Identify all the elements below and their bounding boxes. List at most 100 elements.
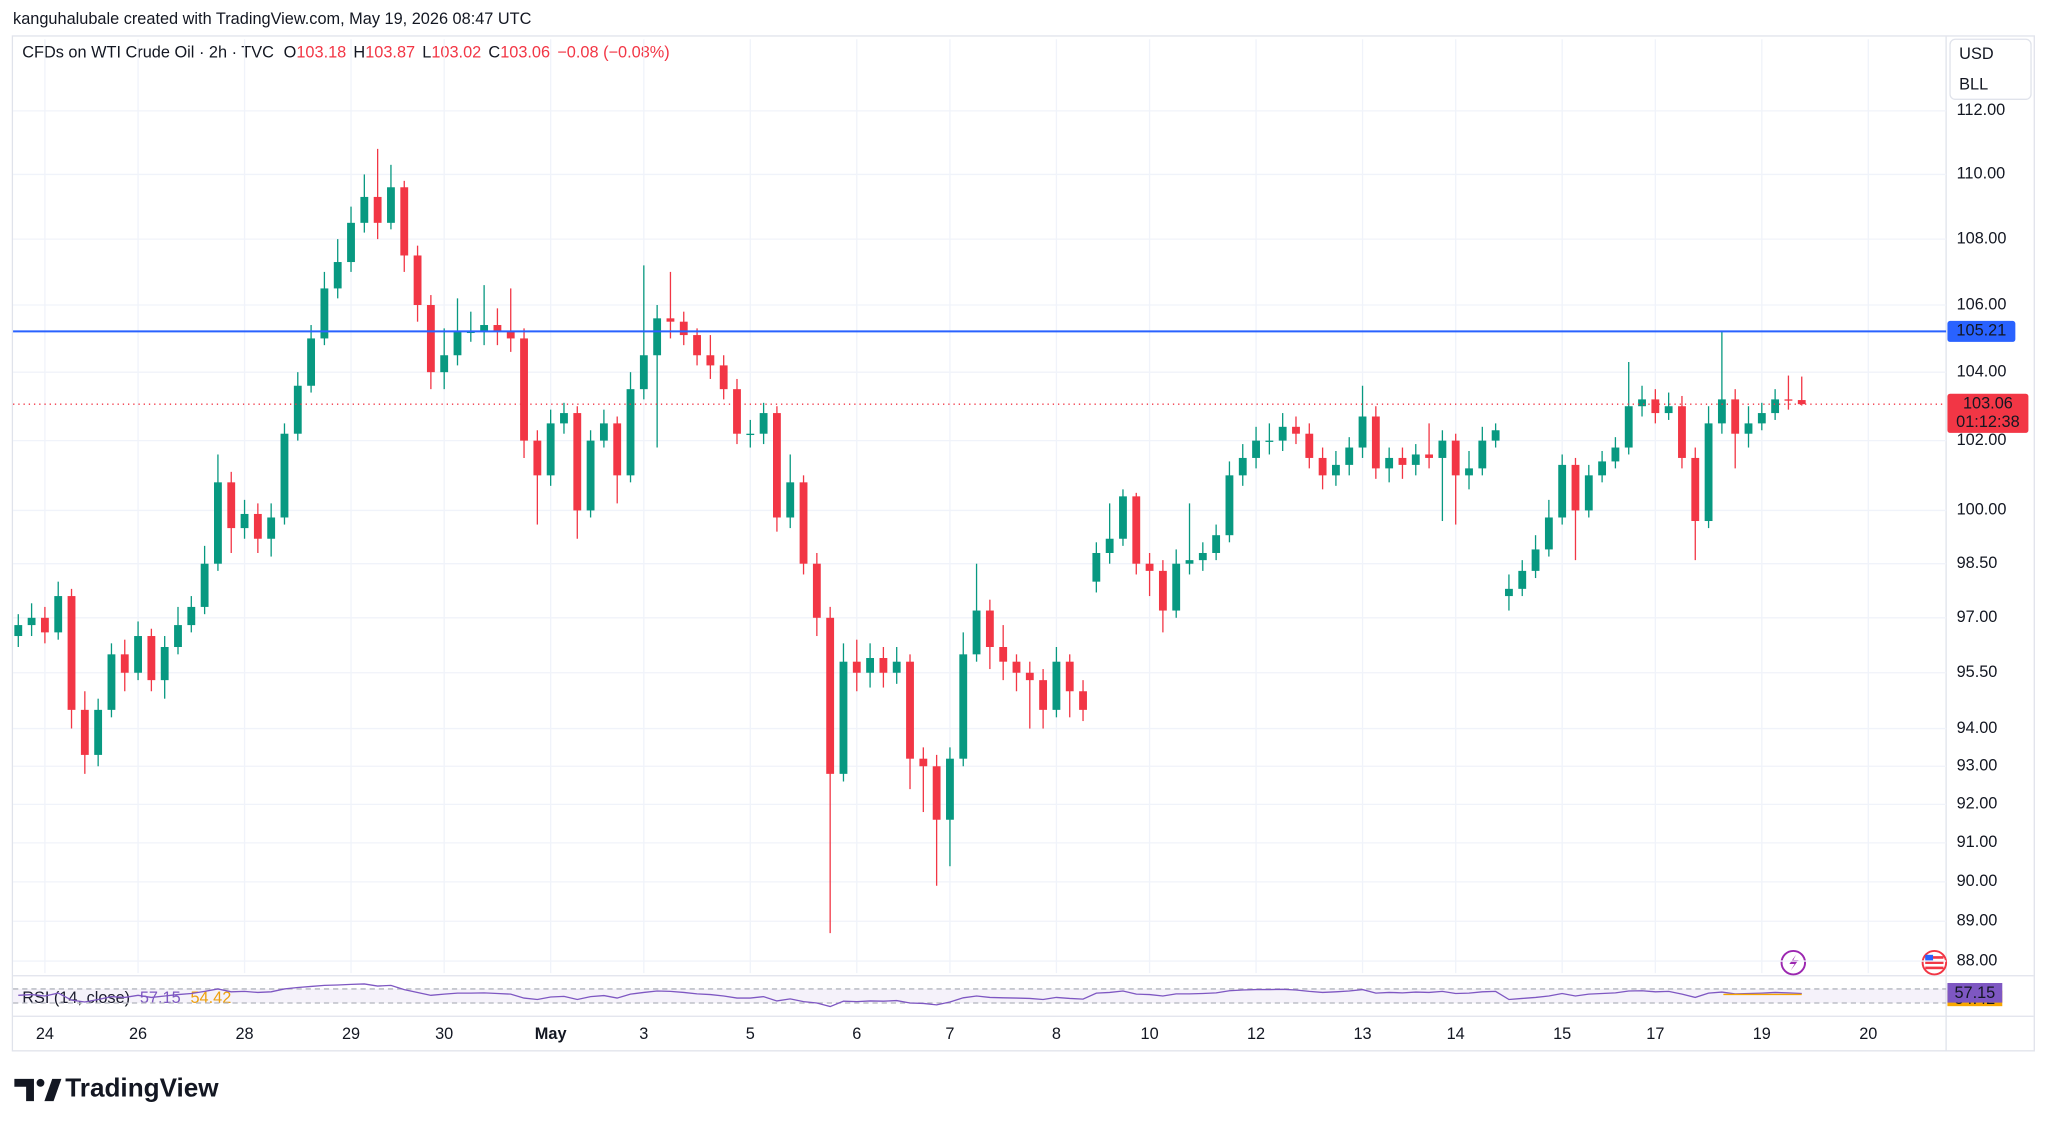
low-value: 103.02 [431, 44, 481, 62]
candle-body [1531, 549, 1540, 571]
candle-body [586, 440, 595, 511]
candle-body [1331, 464, 1340, 476]
rsi-line [18, 983, 1802, 1008]
candle-body [1664, 406, 1673, 414]
rsi-title: RSI (14, close) [22, 990, 130, 1008]
candle-body [1584, 475, 1593, 511]
candle-body [1145, 563, 1154, 571]
y-tick-label: 100.00 [1957, 501, 2007, 519]
candle-body [1025, 672, 1034, 681]
x-tick-label: May [535, 1025, 567, 1043]
candle-body [1358, 416, 1367, 448]
candle-body [1185, 560, 1194, 564]
x-tick-label: 8 [1052, 1025, 1061, 1043]
candle-body [1571, 464, 1580, 511]
unit: BLL [1959, 75, 1988, 93]
y-tick-label: 97.00 [1957, 608, 1998, 626]
frame [11, 35, 2035, 1052]
candle-body [1132, 496, 1141, 564]
unit-box [1949, 38, 2032, 100]
candle-body [493, 325, 502, 332]
candle-body [560, 413, 568, 424]
x-tick-label: 24 [36, 1025, 54, 1043]
open-value: 103.18 [296, 44, 346, 62]
candle-body [985, 610, 994, 648]
candle-body [599, 423, 608, 441]
high-label: H [353, 44, 365, 62]
candle-body [1558, 464, 1567, 518]
candle-body [1238, 457, 1247, 476]
x-tick-label: 29 [342, 1025, 360, 1043]
y-tick-label: 110.00 [1957, 165, 2006, 183]
change-pct: (−0.08%) [603, 44, 670, 62]
candle-body [1678, 406, 1686, 458]
y-tick-label: 90.00 [1957, 872, 1998, 890]
candle-body [147, 636, 156, 681]
last-price-label: 103.06 [1963, 394, 2013, 412]
candle-body [786, 482, 795, 518]
candle-body [653, 318, 662, 356]
y-tick-label: 91.00 [1957, 833, 1998, 851]
candle-body [400, 187, 409, 256]
change: −0.08 [557, 44, 598, 62]
candle-body [1172, 563, 1181, 611]
credit: kanguhalubale created with TradingView.c… [13, 10, 532, 28]
candle-body [1638, 399, 1646, 407]
candle-body [639, 355, 648, 390]
symbol-title: CFDs on WTI Crude Oil · 2h · TVC [22, 44, 274, 62]
candle-body [852, 661, 861, 673]
candle-body [1371, 416, 1380, 469]
candle-body [426, 305, 435, 373]
candle-body [307, 338, 316, 386]
candle-body [1158, 570, 1167, 611]
candle-body [1784, 399, 1793, 401]
x-tick-label: 12 [1247, 1025, 1265, 1043]
flag-icon [1921, 949, 1948, 976]
candle-body [733, 389, 741, 434]
x-tick-label: 13 [1353, 1025, 1371, 1043]
candle-body [679, 321, 688, 336]
countdown: 01:12:38 [1956, 413, 2020, 431]
candle-body [94, 709, 103, 755]
candle-body [972, 610, 981, 655]
candle-body [80, 709, 89, 755]
candle-body [253, 513, 262, 539]
candle-body [946, 758, 954, 820]
candle-body [826, 617, 835, 774]
x-tick-label: 5 [746, 1025, 755, 1043]
y-tick-label: 88.00 [1957, 951, 1998, 969]
candle-body [1079, 691, 1087, 710]
candle-body [440, 355, 449, 373]
x-tick-label: 6 [852, 1025, 861, 1043]
last-price-bg [1947, 393, 2029, 433]
x-tick-label: 15 [1553, 1025, 1571, 1043]
candle-body [626, 389, 635, 476]
x-tick-label: 20 [1859, 1025, 1877, 1043]
candle-body [1438, 440, 1447, 458]
candle-body [746, 433, 755, 436]
candle-body [506, 331, 515, 339]
candle-body [892, 661, 901, 673]
y-tick-label: 102.00 [1957, 431, 2007, 449]
candle-body [932, 766, 941, 820]
candle-body [1478, 440, 1487, 469]
candle-body [293, 385, 302, 434]
candle-body [214, 482, 222, 564]
candle-body [174, 625, 182, 648]
candle-body [546, 423, 555, 476]
candle-body [1731, 399, 1740, 434]
x-tick-label: 26 [129, 1025, 147, 1043]
candle-body [1265, 440, 1274, 442]
candle-body [906, 661, 914, 759]
candle-body [1052, 661, 1061, 710]
candle-body [373, 196, 382, 223]
candle-body [1544, 517, 1553, 550]
y-tick-label: 92.00 [1957, 795, 1998, 813]
level-label-bg [1947, 320, 2016, 342]
candle-body [1505, 588, 1513, 597]
level-label: 105.21 [1956, 322, 2006, 340]
alert-icon[interactable] [1780, 949, 1807, 976]
close-value: 103.06 [500, 44, 550, 62]
